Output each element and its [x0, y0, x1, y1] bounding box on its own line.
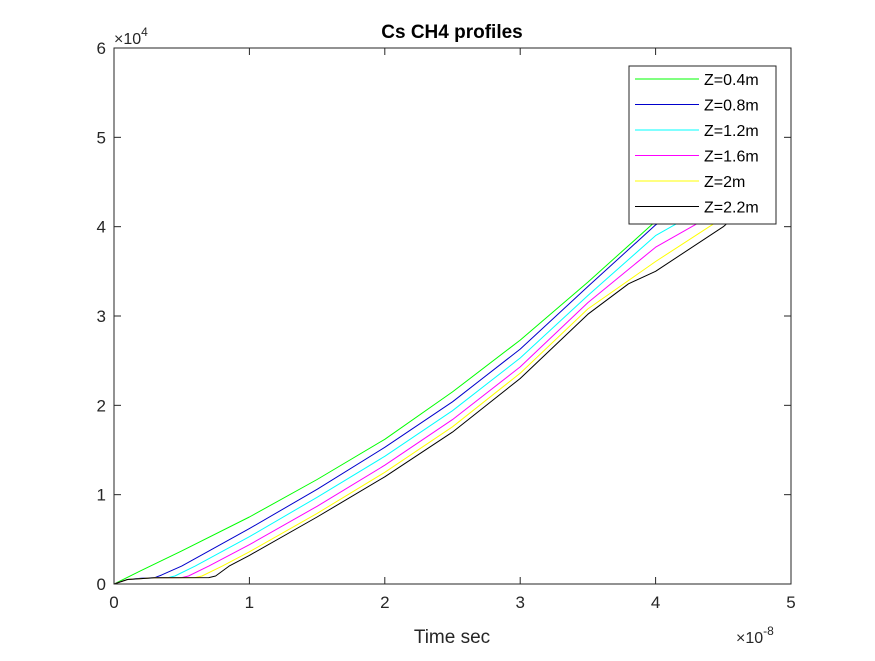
x-axis-label: Time sec — [414, 627, 490, 648]
y-tick-label: 3 — [97, 307, 106, 326]
legend-entry-5: Z=2m — [704, 174, 745, 191]
y-exponent-power: 4 — [141, 25, 148, 39]
x-tick-label: 4 — [651, 593, 660, 612]
svg-text:×104: ×104 — [114, 25, 148, 48]
x-tick-label: 3 — [515, 593, 524, 612]
series-line-6 — [114, 208, 744, 584]
legend: Z=0.4m Z=0.8m Z=1.2m Z=1.6m Z=2m Z=2.2m — [628, 65, 777, 225]
legend-entry-2: Z=0.8m — [704, 98, 759, 115]
x-tick-label: 1 — [245, 593, 254, 612]
svg-text:×10-8: ×10-8 — [736, 624, 774, 647]
series-line-1 — [114, 208, 670, 584]
x-tick-label: 5 — [786, 593, 795, 612]
x-exponent-base: ×10 — [736, 630, 763, 647]
y-tick-label: 4 — [97, 218, 106, 237]
x-tick-label: 0 — [109, 593, 118, 612]
legend-entry-3: Z=1.2m — [704, 123, 759, 140]
y-tick-label: 1 — [97, 486, 106, 505]
y-tick-label: 6 — [97, 39, 106, 58]
legend-entry-4: Z=1.6m — [704, 149, 759, 166]
x-tick-label: 2 — [380, 593, 389, 612]
x-exponent-power: -8 — [763, 624, 774, 638]
y-tick-label: 2 — [97, 396, 106, 415]
legend-entry-6: Z=2.2m — [704, 200, 759, 217]
x-axis-exponent: ×10-8 — [736, 624, 774, 647]
legend-box — [628, 65, 777, 225]
legend-entry-1: Z=0.4m — [704, 72, 759, 89]
y-axis-exponent: ×104 — [114, 25, 148, 48]
chart-title: Cs CH4 profiles — [381, 22, 522, 43]
y-tick-label: 0 — [97, 575, 106, 594]
y-exponent-base: ×10 — [114, 31, 141, 48]
y-tick-label: 5 — [97, 128, 106, 147]
